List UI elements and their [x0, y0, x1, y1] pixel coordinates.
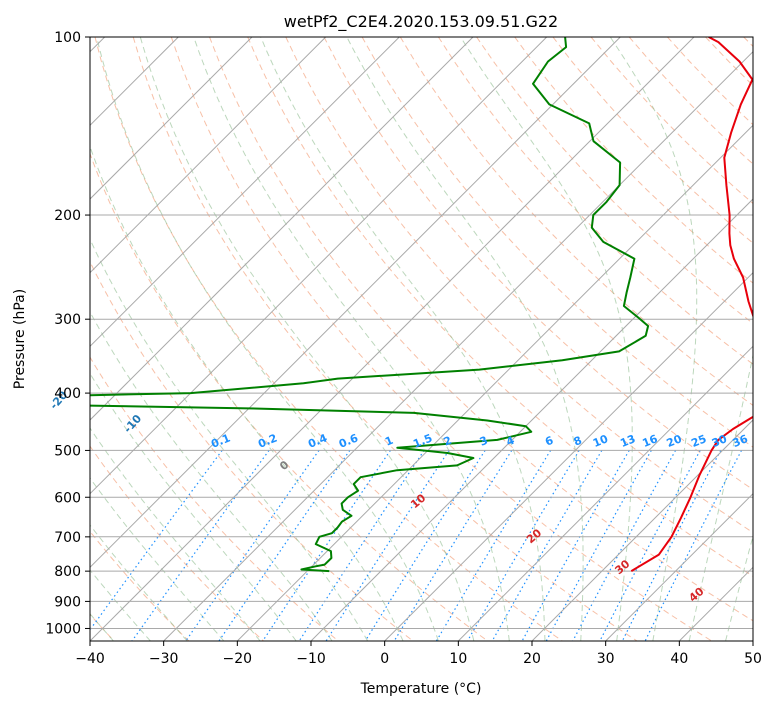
isotherm-line	[90, 37, 253, 200]
mixing-ratio-line	[572, 450, 677, 641]
chart-title: wetPf2_C2E4.2020.153.09.51.G22	[284, 12, 558, 32]
mixing-ratio-line	[90, 450, 223, 631]
plot-area	[90, 37, 753, 641]
isotherm-line	[605, 492, 753, 641]
isotherm-line	[90, 37, 327, 274]
mixing-ratio-label: 25	[689, 432, 708, 450]
dewpoint-profile	[90, 37, 650, 573]
x-tick-label: −30	[149, 651, 179, 667]
mixing-ratio-line	[491, 450, 603, 641]
isotherm-line	[384, 271, 753, 641]
dry-adiabat-line	[94, 37, 563, 641]
y-tick-label: 600	[54, 490, 81, 506]
mixing-ratio-line	[545, 450, 652, 641]
dry-adiabat-line	[90, 445, 264, 641]
isotherm-line	[752, 640, 753, 641]
mixing-ratio-label: 36	[731, 432, 750, 450]
x-axis-title: Temperature (°C)	[360, 681, 482, 697]
moist-adiabat-line	[90, 569, 151, 641]
y-tick-label: 200	[54, 208, 81, 224]
moist-adiabat-line	[193, 37, 510, 641]
y-tick-label: 100	[54, 30, 81, 46]
moist-adiabat-line	[90, 524, 188, 641]
isotherm-line	[531, 419, 753, 641]
x-tick-label: −20	[223, 651, 253, 667]
isotherm-line	[90, 37, 474, 421]
mixing-ratio-label: 16	[640, 432, 659, 450]
profile-series	[90, 37, 753, 573]
isotherm-grid	[90, 37, 753, 641]
isotherm-line	[90, 37, 621, 569]
mixing-ratio-label: 8	[572, 434, 584, 449]
plot-background	[90, 37, 753, 641]
moist-adiabat-line	[90, 238, 369, 641]
mixing-ratio-line	[218, 450, 351, 641]
x-tick-label: −10	[296, 651, 326, 667]
y-tick-label: 400	[54, 386, 81, 402]
x-tick-label: 0	[380, 651, 389, 667]
isotherm-line	[163, 50, 753, 641]
y-tick-label: 800	[54, 564, 81, 580]
x-axis-ticks: −40 −30 −20 −10 0 10 20 30 40 50	[75, 641, 762, 667]
x-tick-label: 30	[597, 651, 615, 667]
moist-adiabat-line	[90, 372, 297, 641]
y-tick-label: 500	[54, 443, 81, 459]
dry-adiabat-line	[247, 37, 753, 577]
dry-adiabat-line	[170, 37, 712, 641]
mixing-ratio-label: 10	[591, 432, 610, 450]
y-axis-title: Pressure (hPa)	[12, 289, 28, 389]
plot-frame	[89, 36, 754, 642]
moist-adiabat-line	[260, 37, 546, 641]
mixing-ratio-lines	[90, 450, 743, 641]
moist-adiabat-line	[90, 145, 404, 641]
y-tick-label: 1000	[45, 621, 81, 637]
moist-adiabat-line	[90, 477, 225, 641]
moist-adiabat-line	[609, 37, 698, 641]
moist-adiabat-line	[346, 37, 584, 641]
dry-adiabat-line	[323, 37, 753, 491]
moist-adiabat-line	[90, 310, 333, 641]
mixing-ratio-label: 13	[618, 432, 637, 450]
mixing-ratio-label: 2	[442, 434, 454, 449]
y-tick-label: 700	[54, 530, 81, 546]
moist-adiabat-line	[96, 37, 439, 641]
moist-adiabat-line	[725, 534, 753, 641]
mixing-ratio-label: 30	[710, 432, 729, 450]
x-tick-label: 20	[523, 651, 541, 667]
moist-adiabat-line	[90, 427, 261, 641]
x-tick-label: 40	[670, 651, 688, 667]
isotherm-line	[236, 124, 753, 641]
dry-adiabat-line	[90, 152, 488, 641]
dry-adiabat-line	[476, 37, 753, 325]
temperature-profile	[630, 37, 753, 572]
x-tick-label: 10	[449, 651, 467, 667]
moist-adiabat-line	[688, 352, 753, 641]
dry-adiabat-line	[209, 37, 753, 622]
moist-adiabats	[90, 37, 753, 641]
mixing-ratio-line	[325, 450, 450, 641]
mixing-ratio-line	[466, 450, 580, 641]
mixing-ratio-line	[599, 450, 701, 641]
mixing-ratio-label: 3	[478, 434, 490, 449]
x-tick-label: 50	[744, 651, 762, 667]
isotherm-line	[90, 37, 400, 348]
mixing-ratio-line	[521, 450, 630, 641]
isotherm-line	[457, 345, 753, 641]
y-tick-label: 300	[54, 312, 81, 328]
mixing-ratio-line	[262, 450, 391, 641]
dry-adiabat-line	[132, 37, 638, 641]
isotherm-line	[310, 198, 753, 641]
x-tick-label: −40	[75, 651, 105, 667]
y-axis-ticks: 100 200 300 400 500 600 700 800 900 1000	[45, 30, 90, 637]
mixing-ratio-line	[435, 450, 552, 641]
mixing-ratio-label: 20	[665, 432, 684, 450]
dry-adiabat-line	[437, 37, 753, 365]
mixing-ratio-line	[621, 450, 722, 641]
y-tick-label: 900	[54, 594, 81, 610]
moist-adiabat-line	[139, 37, 475, 641]
isotherm-line	[90, 37, 548, 495]
mixing-ratio-label: 1	[383, 434, 395, 449]
